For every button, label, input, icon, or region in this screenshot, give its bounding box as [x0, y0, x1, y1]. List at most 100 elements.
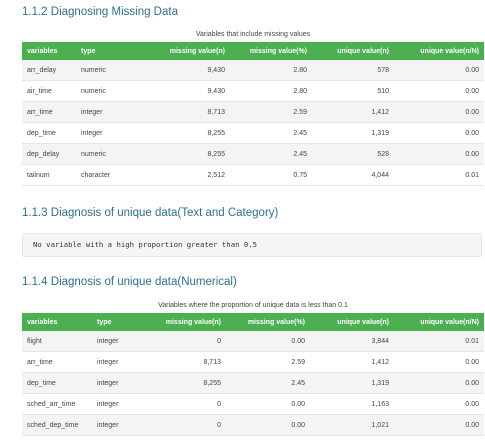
cell-missing-pct: 0.00: [226, 414, 310, 436]
cell-type: integer: [92, 393, 142, 415]
column-header[interactable]: variables: [27, 47, 58, 55]
cell-variable: dep_time: [22, 372, 92, 394]
cell-unique-ratio: 0.01: [394, 164, 484, 186]
cell-type: integer: [92, 372, 142, 394]
column-header[interactable]: unique value(n): [337, 47, 389, 55]
table-row: dep_delay numeric 8,255 2.45 528 0.00: [22, 143, 484, 165]
cell-unique-n: 1,163: [310, 393, 394, 415]
cell-type: integer: [92, 414, 142, 436]
cell-missing-n: 9,430: [134, 80, 230, 102]
cell-unique-ratio: 0.00: [394, 122, 484, 144]
cell-missing-n: 8,255: [134, 143, 230, 165]
missing-data-table: variables type missing value(n) missing …: [22, 42, 484, 186]
cell-unique-n: 1,021: [310, 414, 394, 436]
cell-missing-n: 0: [142, 331, 226, 352]
column-header[interactable]: variables: [27, 318, 58, 326]
cell-type: numeric: [76, 80, 134, 102]
column-header[interactable]: missing value(n): [165, 318, 221, 326]
cell-unique-n: 1,412: [310, 351, 394, 373]
cell-unique-ratio: 0.00: [394, 80, 484, 102]
cell-variable: arr_time: [22, 351, 92, 373]
cell-type: numeric: [76, 143, 134, 165]
cell-variable: dep_time: [22, 122, 76, 144]
table-row: dep_time integer 8,255 2.45 1,319 0.00: [22, 122, 484, 144]
table-row: sched_dep_time integer 0 0.00 1,021 0.00: [22, 414, 484, 436]
cell-missing-n: 8,255: [134, 122, 230, 144]
cell-variable: air_time: [22, 80, 76, 102]
cell-missing-n: 0: [142, 414, 226, 436]
cell-missing-n: 8,255: [142, 372, 226, 394]
cell-variable: sched_dep_time: [22, 414, 92, 436]
cell-unique-ratio: 0.01: [394, 331, 484, 352]
cell-unique-ratio: 0.00: [394, 60, 484, 81]
unique-numerical-table: variables type missing value(n) missing …: [22, 313, 484, 436]
cell-missing-pct: 0.00: [226, 331, 310, 352]
cell-unique-n: 4,044: [312, 164, 394, 186]
cell-type: integer: [92, 351, 142, 373]
cell-unique-ratio: 0.00: [394, 101, 484, 123]
section-title-unique-numerical: 1.1.4 Diagnosis of unique data(Numerical…: [22, 276, 237, 288]
cell-variable: arr_delay: [22, 60, 76, 81]
cell-missing-n: 9,430: [134, 60, 230, 81]
code-output-text: No variable with a high proportion great…: [33, 240, 258, 249]
cell-unique-ratio: 0.00: [394, 393, 484, 415]
cell-missing-n: 2,512: [134, 164, 230, 186]
cell-variable: dep_delay: [22, 143, 76, 165]
column-header[interactable]: type: [81, 47, 96, 55]
table-caption-unique: Variables where the proportion of unique…: [158, 302, 348, 309]
table-row: air_time numeric 9,430 2.80 510 0.00: [22, 80, 484, 102]
cell-missing-n: 0: [142, 393, 226, 415]
cell-missing-pct: 2.45: [230, 122, 312, 144]
cell-missing-pct: 2.80: [230, 80, 312, 102]
cell-missing-pct: 0.75: [230, 164, 312, 186]
table-row: flight integer 0 0.00 3,844 0.01: [22, 331, 484, 352]
cell-unique-n: 3,844: [310, 331, 394, 352]
cell-missing-n: 8,713: [134, 101, 230, 123]
column-header[interactable]: unique value(n/N): [420, 47, 479, 55]
table-row: arr_time integer 8,713 2.59 1,412 0.00: [22, 351, 484, 373]
section-title-unique-text: 1.1.3 Diagnosis of unique data(Text and …: [22, 207, 279, 219]
cell-missing-pct: 0.00: [226, 393, 310, 415]
column-header[interactable]: missing value(%): [249, 47, 307, 55]
cell-missing-pct: 2.45: [226, 372, 310, 394]
cell-missing-pct: 2.80: [230, 60, 312, 81]
table-caption-missing: Variables that include missing values: [195, 31, 311, 38]
cell-unique-ratio: 0.00: [394, 414, 484, 436]
cell-type: integer: [92, 331, 142, 352]
cell-variable: arr_time: [22, 101, 76, 123]
cell-missing-n: 8,713: [142, 351, 226, 373]
column-header[interactable]: missing value(%): [247, 318, 305, 326]
cell-unique-ratio: 0.00: [394, 143, 484, 165]
cell-variable: flight: [22, 331, 92, 352]
cell-variable: tailnum: [22, 164, 76, 186]
cell-type: character: [76, 164, 134, 186]
table-row: dep_time integer 8,255 2.45 1,319 0.00: [22, 372, 484, 394]
cell-type: numeric: [76, 60, 134, 81]
cell-unique-n: 1,319: [310, 372, 394, 394]
column-header[interactable]: type: [97, 318, 112, 326]
cell-unique-n: 510: [312, 80, 394, 102]
column-header[interactable]: unique value(n/N): [420, 318, 479, 326]
cell-unique-n: 1,319: [312, 122, 394, 144]
cell-type: integer: [76, 122, 134, 144]
table-header-row: variables type missing value(n) missing …: [22, 313, 484, 331]
table-row: arr_time integer 8,713 2.59 1,412 0.00: [22, 101, 484, 123]
column-header[interactable]: missing value(n): [169, 47, 225, 55]
code-output-box: No variable with a high proportion great…: [22, 233, 482, 257]
table-row: arr_delay numeric 9,430 2.80 578 0.00: [22, 60, 484, 81]
cell-missing-pct: 2.59: [226, 351, 310, 373]
cell-missing-pct: 2.59: [230, 101, 312, 123]
column-header[interactable]: unique value(n): [337, 318, 389, 326]
cell-unique-n: 528: [312, 143, 394, 165]
cell-variable: sched_arr_time: [22, 393, 92, 415]
table-row: tailnum character 2,512 0.75 4,044 0.01: [22, 164, 484, 186]
cell-missing-pct: 2.45: [230, 143, 312, 165]
cell-unique-n: 1,412: [312, 101, 394, 123]
cell-unique-ratio: 0.00: [394, 372, 484, 394]
cell-type: integer: [76, 101, 134, 123]
cell-unique-n: 578: [312, 60, 394, 81]
table-row: sched_arr_time integer 0 0.00 1,163 0.00: [22, 393, 484, 415]
cell-unique-ratio: 0.00: [394, 351, 484, 373]
table-header-row: variables type missing value(n) missing …: [22, 42, 484, 60]
section-title-missing-data: 1.1.2 Diagnosing Missing Data: [22, 6, 178, 18]
